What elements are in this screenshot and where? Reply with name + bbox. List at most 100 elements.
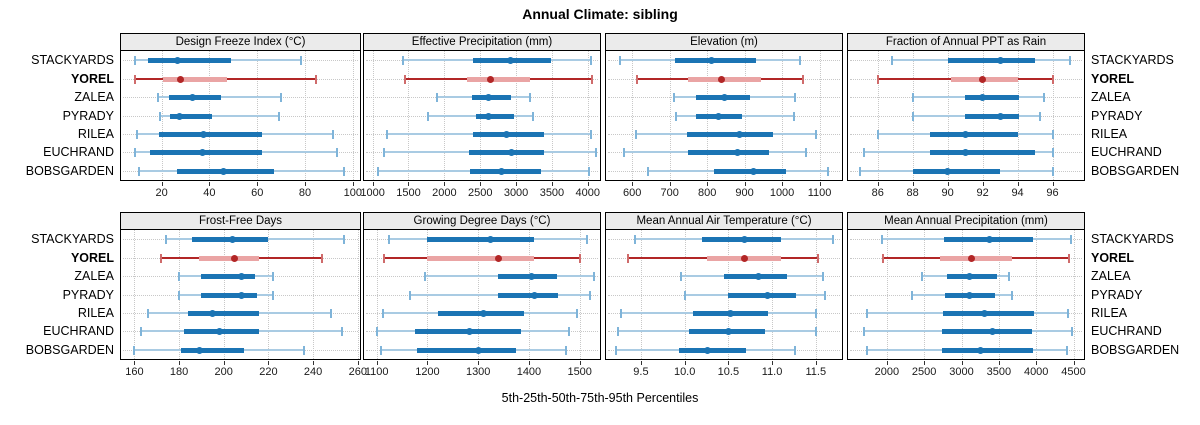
median-dot xyxy=(735,130,743,138)
row-label-right: EUCHRAND xyxy=(1091,324,1162,338)
whisker-cap xyxy=(680,272,683,281)
whisker-cap xyxy=(1039,112,1042,121)
whisker-cap xyxy=(178,272,181,281)
axis-tick-label: 4000 xyxy=(575,187,601,199)
axis-tick xyxy=(744,182,746,186)
whisker-cap xyxy=(794,93,797,102)
panel-strip: Growing Degree Days (°C) xyxy=(363,212,601,229)
panel-plot-4 xyxy=(847,50,1085,181)
axis-tick-label: 180 xyxy=(169,366,189,378)
median-dot xyxy=(764,291,772,299)
median-dot xyxy=(961,148,969,156)
panel-plot-8 xyxy=(847,229,1085,360)
gridline-vertical xyxy=(313,230,315,359)
median-dot xyxy=(502,130,510,138)
axis-tick xyxy=(669,182,671,186)
axis-tick-label: 11.0 xyxy=(761,366,783,378)
range-line xyxy=(160,115,279,117)
chart-title: Annual Climate: sibling xyxy=(522,6,678,22)
row-label-right: ZALEA xyxy=(1091,269,1131,283)
axis-tick xyxy=(998,361,1000,365)
axis-tick-label: 1000 xyxy=(360,187,385,199)
whisker-cap xyxy=(594,148,597,157)
median-dot xyxy=(484,112,492,120)
median-dot xyxy=(474,346,482,354)
whisker-cap xyxy=(876,130,879,139)
median-dot xyxy=(740,235,748,243)
median-dot xyxy=(750,167,758,175)
median-dot xyxy=(976,346,984,354)
axis-tick xyxy=(1052,182,1054,186)
whisker-cap xyxy=(863,327,866,336)
iqr-bar xyxy=(947,58,1036,63)
panel-strip: Frost-Free Days xyxy=(120,212,361,229)
median-dot xyxy=(238,272,246,280)
axis-tick-label: 1500 xyxy=(567,366,592,378)
whisker-cap xyxy=(911,291,914,300)
whisker-cap xyxy=(137,167,140,176)
median-dot xyxy=(466,327,474,335)
whisker-cap xyxy=(531,112,534,121)
iqr-bar xyxy=(965,114,1020,119)
axis-tick-label: 2000 xyxy=(432,187,457,199)
row-label-right: YOREL xyxy=(1091,72,1135,86)
whisker-cap xyxy=(436,93,439,102)
whisker-cap xyxy=(134,75,137,84)
iqr-bar xyxy=(159,132,262,137)
iqr-bar xyxy=(498,293,559,298)
whisker-cap xyxy=(859,167,862,176)
whisker-cap xyxy=(862,148,865,157)
whisker-cap xyxy=(832,235,835,244)
iqr-bar xyxy=(674,58,757,63)
axis-tick-label: 220 xyxy=(259,366,278,378)
whisker-cap xyxy=(157,93,160,102)
iqr-bar xyxy=(472,95,512,100)
whisker-cap xyxy=(646,167,649,176)
iqr-bar xyxy=(427,256,535,261)
median-dot xyxy=(479,309,487,317)
panel-plot-1 xyxy=(120,50,361,181)
axis-tick xyxy=(877,182,879,186)
iqr-bar xyxy=(939,256,1012,261)
whisker-cap xyxy=(271,291,274,300)
axis-tick xyxy=(640,361,642,365)
median-dot xyxy=(740,254,748,262)
axis-caption: 5th-25th-50th-75th-95th Percentiles xyxy=(501,391,699,405)
gridline-vertical xyxy=(886,230,888,359)
axis-tick xyxy=(134,361,136,365)
median-dot xyxy=(985,235,993,243)
whisker-cap xyxy=(815,130,818,139)
axis-tick xyxy=(728,361,730,365)
panel-axis: 86 88 90 92 94 96 xyxy=(847,182,1085,206)
iqr-bar xyxy=(942,329,1033,334)
whisker-cap xyxy=(1069,56,1071,65)
gridline-vertical xyxy=(1036,230,1038,359)
axis-tick-label: 260 xyxy=(348,366,367,378)
axis-tick xyxy=(772,361,774,365)
whisker-cap xyxy=(586,235,589,244)
median-dot xyxy=(708,56,716,64)
whisker-cap xyxy=(592,272,595,281)
row-label-left: STACKYARDS xyxy=(31,232,114,246)
whisker-cap xyxy=(331,130,334,139)
whisker-cap xyxy=(823,291,826,300)
axis-tick-label: 800 xyxy=(697,187,717,199)
axis-tick xyxy=(982,182,984,186)
median-dot xyxy=(199,130,207,138)
whisker-cap xyxy=(164,235,167,244)
whisker-cap xyxy=(382,254,385,263)
median-dot xyxy=(703,346,711,354)
iqr-bar xyxy=(498,274,557,279)
whisker-cap xyxy=(403,75,406,84)
median-dot xyxy=(487,235,495,243)
median-dot xyxy=(714,112,722,120)
whisker-cap xyxy=(383,148,386,157)
axis-tick-label: 88 xyxy=(906,187,919,199)
axis-tick-label: 1200 xyxy=(415,366,440,378)
whisker-cap xyxy=(178,291,181,300)
median-dot xyxy=(484,93,492,101)
row-label-left: EUCHRAND xyxy=(43,324,114,338)
whisker-cap xyxy=(146,309,149,318)
iqr-bar xyxy=(149,150,262,155)
whisker-cap xyxy=(375,327,378,336)
